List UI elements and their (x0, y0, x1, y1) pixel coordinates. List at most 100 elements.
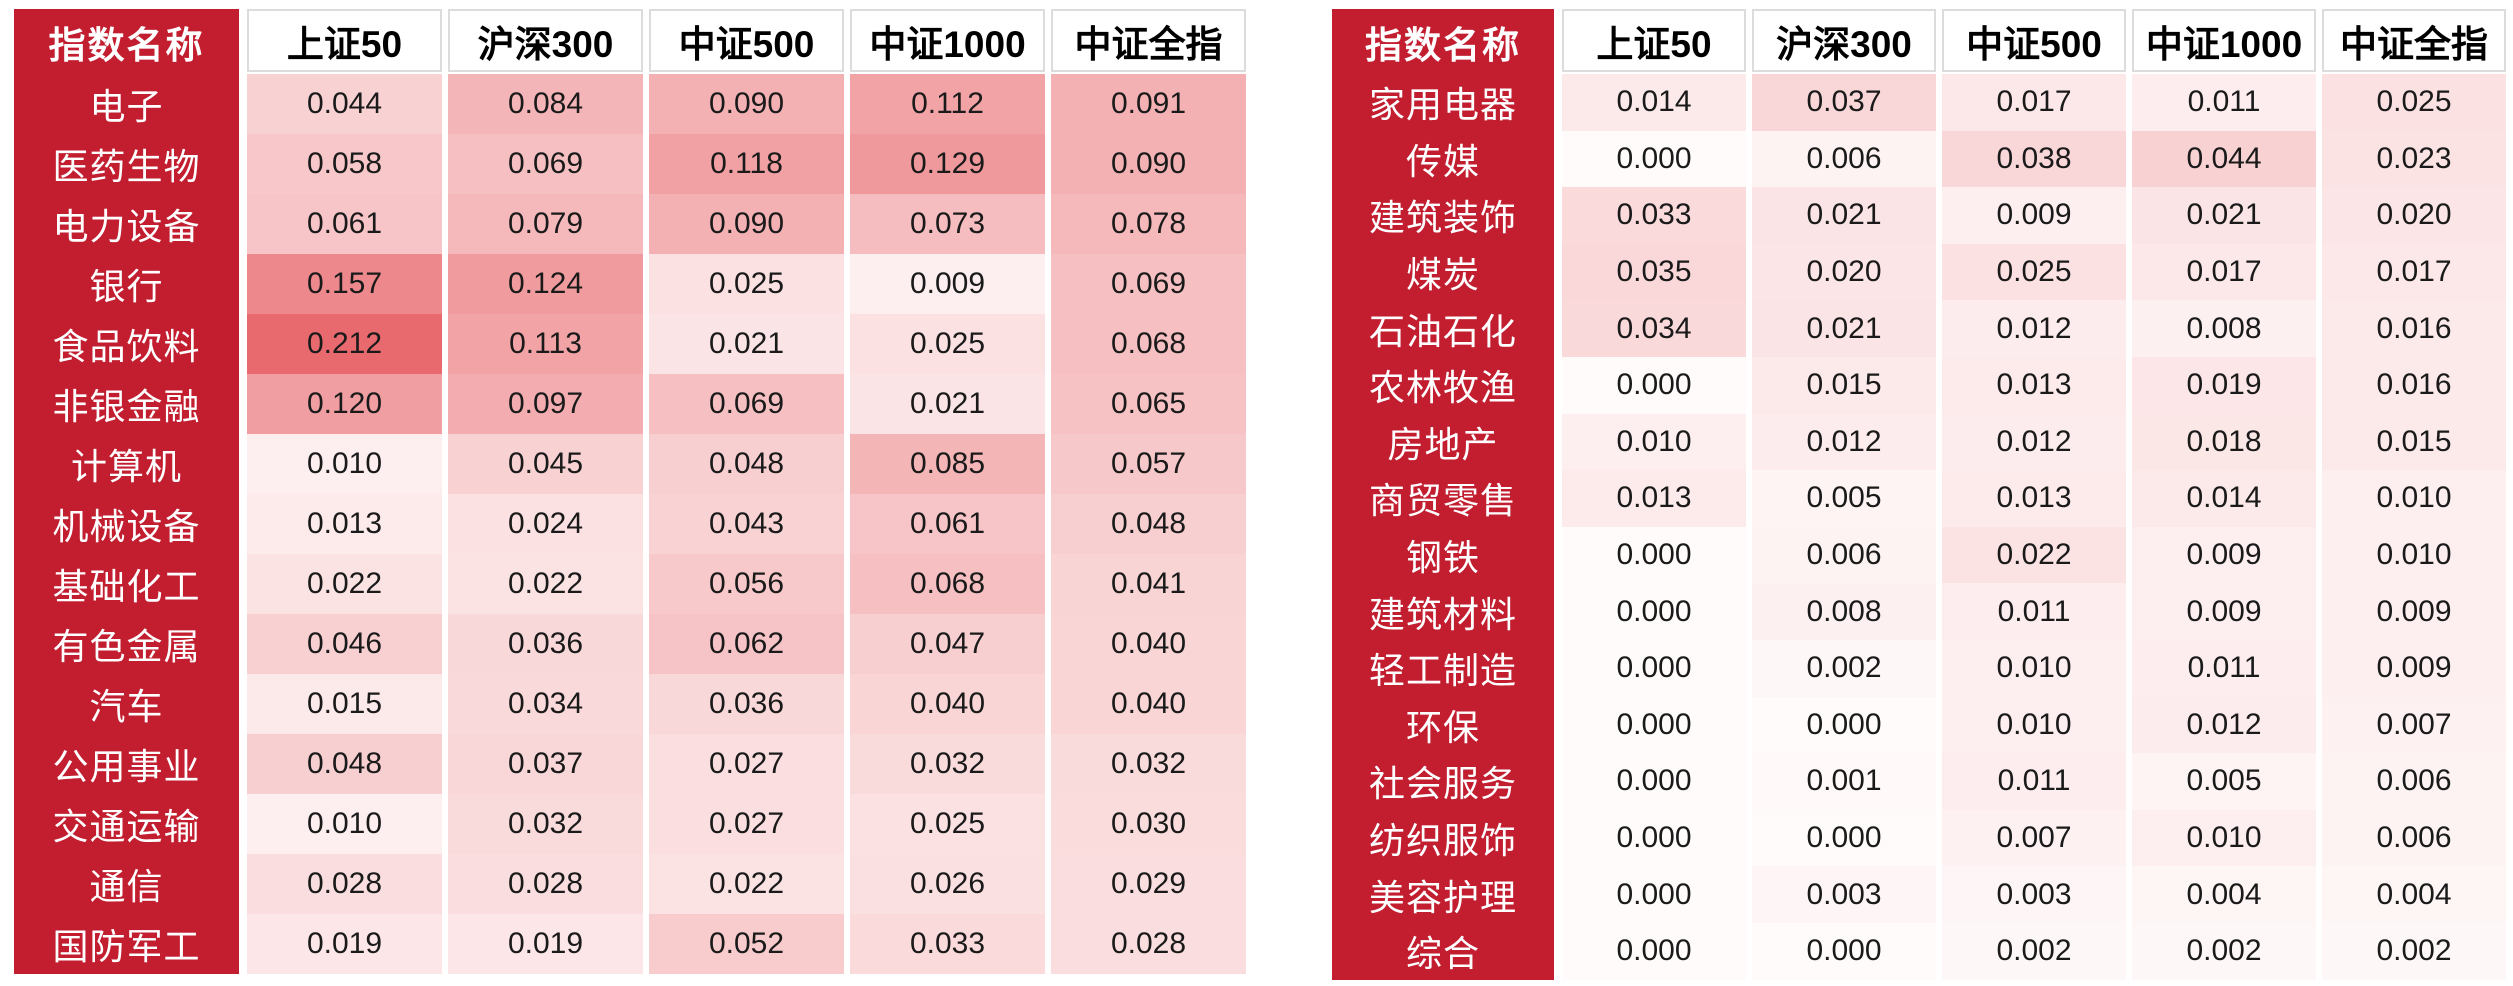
heatmap-cell: 0.017 (2132, 243, 2316, 301)
heatmap-cell: 0.000 (1562, 130, 1746, 188)
heatmap-cell: 0.052 (649, 914, 844, 974)
heatmap-cell: 0.008 (1752, 583, 1936, 640)
row-label: 家用电器 (1368, 84, 1517, 126)
row-label: 食品饮料 (52, 326, 201, 367)
heatmap-cell: 0.027 (649, 794, 844, 854)
heatmap-cell: 0.048 (1051, 494, 1246, 554)
column-header: 沪深300 (1752, 9, 1936, 72)
row-label: 交通运输 (52, 806, 201, 847)
heatmap-cell: 0.043 (649, 494, 844, 554)
heatmap-cell: 0.040 (850, 674, 1045, 734)
heatmap-cell: 0.061 (247, 194, 442, 254)
heatmap-cell: 0.097 (448, 374, 643, 434)
heatmap-cell: 0.069 (448, 134, 643, 194)
heatmap-cell: 0.012 (1942, 300, 2126, 357)
row-label: 房地产 (1387, 423, 1499, 465)
heatmap-cell: 0.090 (649, 194, 844, 254)
heatmap-cell: 0.012 (1752, 413, 1936, 471)
heatmap-cell: 0.069 (1051, 254, 1246, 314)
column-header: 中证1000 (850, 9, 1045, 72)
heatmap-cell: 0.040 (1051, 674, 1246, 734)
heatmap-cell: 0.011 (1942, 753, 2126, 810)
heatmap-cell: 0.037 (1752, 74, 1936, 131)
heatmap-cell: 0.030 (1051, 794, 1246, 854)
heatmap-cell: 0.036 (448, 614, 643, 674)
heatmap-cell: 0.084 (448, 74, 643, 134)
row-label: 纺织服饰 (1368, 820, 1517, 862)
heatmap-cell: 0.012 (2132, 696, 2316, 754)
row-label: 环保 (1405, 706, 1480, 748)
heatmap-cell: 0.032 (448, 794, 643, 854)
heatmap-cell: 0.048 (247, 734, 442, 794)
value-column: 沪深300 0.084 0.069 0.079 0.124 0.113 0.097 0.045… (448, 9, 643, 974)
value-column: 中证500 0.017 0.038 0.009 0.025 0.012 0.013 0.012… (1942, 9, 2126, 980)
row-label: 煤炭 (1405, 254, 1480, 296)
column-header: 上证50 (1562, 9, 1746, 72)
heatmap-cell: 0.013 (1942, 470, 2126, 527)
heatmap-cell: 0.006 (2322, 753, 2506, 810)
heatmap-cell: 0.010 (1942, 639, 2126, 697)
heatmap-cell: 0.058 (247, 134, 442, 194)
heatmap-cell: 0.000 (1752, 922, 1936, 980)
heatmap-cell: 0.065 (1051, 374, 1246, 434)
heatmap-cell: 0.009 (2132, 526, 2316, 584)
value-column: 中证1000 0.112 0.129 0.073 0.009 0.025 0.021 0.08… (850, 9, 1045, 974)
heatmap-cell: 0.004 (2132, 866, 2316, 923)
heatmap-cell: 0.032 (1051, 734, 1246, 794)
column-header: 中证全指 (1051, 9, 1246, 72)
heatmap-cell: 0.033 (1562, 187, 1746, 244)
heatmap-cell: 0.017 (2322, 243, 2506, 301)
heatmap-cell: 0.112 (850, 74, 1045, 134)
heatmap-cell: 0.014 (2132, 470, 2316, 527)
heatmap-cell: 0.212 (247, 314, 442, 374)
heatmap-cell: 0.021 (2132, 187, 2316, 244)
heatmap-cell: 0.010 (2132, 809, 2316, 867)
heatmap-cell: 0.000 (1562, 356, 1746, 414)
column-header: 沪深300 (448, 9, 643, 72)
heatmap-cell: 0.025 (850, 314, 1045, 374)
heatmap-cell: 0.019 (247, 914, 442, 974)
heatmap-cell: 0.004 (2322, 866, 2506, 923)
heatmap-cell: 0.009 (2322, 583, 2506, 640)
heatmap-cell: 0.002 (2322, 922, 2506, 980)
heatmap-cell: 0.006 (1752, 130, 1936, 188)
heatmap-cell: 0.018 (2132, 413, 2316, 471)
heatmap-cell: 0.035 (1562, 243, 1746, 301)
heatmap-cell: 0.000 (1562, 583, 1746, 640)
heatmap-cell: 0.038 (1942, 130, 2126, 188)
heatmap-cell: 0.022 (1942, 526, 2126, 584)
heatmap-cell: 0.010 (1942, 696, 2126, 754)
row-label: 商贸零售 (1368, 480, 1517, 522)
heatmap-cell: 0.047 (850, 614, 1045, 674)
heatmap-cell: 0.027 (649, 734, 844, 794)
heatmap-cell: 0.002 (2132, 922, 2316, 980)
heatmap-cell: 0.044 (247, 74, 442, 134)
heatmap-cell: 0.009 (2132, 583, 2316, 640)
heatmap-cell: 0.028 (247, 854, 442, 914)
heatmap-cell: 0.025 (1942, 243, 2126, 301)
row-label: 农林牧渔 (1368, 367, 1517, 409)
value-column: 中证全指 0.091 0.090 0.078 0.069 0.068 0.065 0.057 0… (1051, 9, 1246, 974)
heatmap-cell: 0.023 (2322, 130, 2506, 188)
heatmap-cell: 0.012 (1942, 413, 2126, 471)
heatmap-cell: 0.010 (2322, 526, 2506, 584)
row-label: 综合 (1405, 933, 1480, 975)
heatmap-cell: 0.001 (1752, 753, 1936, 810)
heatmap-cell: 0.016 (2322, 300, 2506, 357)
heatmap-cell: 0.008 (2132, 300, 2316, 357)
row-label: 国防军工 (52, 926, 201, 967)
index-column-title: 指数名称 (48, 24, 205, 66)
heatmap-cell: 0.000 (1562, 922, 1746, 980)
index-name-column: 指数名称 电子 医药生物 电力设备 银行 食品饮料 非银金融 计算机 机械设备 基础化工 有色金属汽… (14, 9, 239, 974)
heatmap-cell: 0.009 (1942, 187, 2126, 244)
heatmap-cell: 0.028 (448, 854, 643, 914)
row-label: 美容护理 (1368, 876, 1517, 918)
heatmap-cell: 0.015 (1752, 356, 1936, 414)
row-label: 公用事业 (52, 746, 201, 787)
heatmap-cell: 0.048 (649, 434, 844, 494)
heatmap-cell: 0.017 (1942, 74, 2126, 131)
heatmap-cell: 0.078 (1051, 194, 1246, 254)
heatmap-cell: 0.113 (448, 314, 643, 374)
heatmap-cell: 0.046 (247, 614, 442, 674)
row-label: 建筑装饰 (1368, 197, 1517, 239)
